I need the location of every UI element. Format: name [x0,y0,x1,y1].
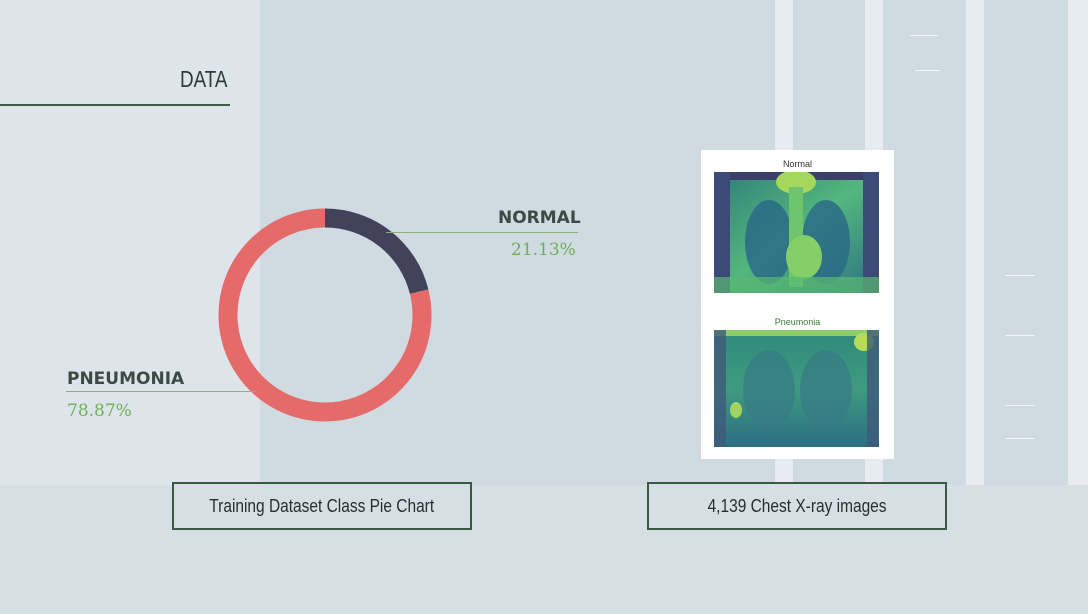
title-underline [0,104,230,106]
pneumonia-label: PNEUMONIA [67,369,185,389]
xray-samples-card: Normal Pneumonia [701,150,894,459]
chart-caption-box: Training Dataset Class Pie Chart [172,482,472,530]
decor-line [1005,438,1035,439]
decor-line [915,70,940,71]
normal-sample-title: Normal [782,159,812,169]
decor-line [1005,405,1035,406]
pneumonia-sample-title: Pneumonia [774,317,821,327]
decor-line [1005,275,1035,276]
pneumonia-percent: 78.87% [67,401,132,421]
decor-line [910,35,938,36]
decor-stripe [966,0,984,485]
normal-label: NORMAL [498,208,581,228]
class-donut-chart [218,208,432,422]
decor-stripe [1068,0,1088,485]
donut-slice-pneumonia [218,208,432,422]
pneumonia-xray-image [714,330,879,447]
pneumonia-leader-line [66,391,256,392]
normal-percent: 21.13% [511,240,576,260]
left-panel [0,0,260,485]
images-caption-box: 4,139 Chest X-ray images [647,482,947,530]
section-title: DATA [180,66,228,92]
donut-slice-normal [324,208,429,295]
images-caption: 4,139 Chest X-ray images [707,495,887,516]
chart-caption: Training Dataset Class Pie Chart [209,495,435,516]
decor-line [1005,335,1035,336]
normal-xray-image [714,172,879,293]
normal-leader-line [386,232,578,233]
